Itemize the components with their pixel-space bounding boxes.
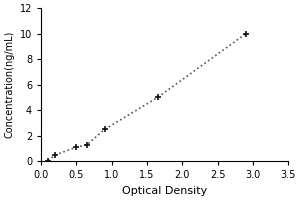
X-axis label: Optical Density: Optical Density <box>122 186 207 196</box>
Y-axis label: Concentration(ng/mL): Concentration(ng/mL) <box>4 31 14 138</box>
